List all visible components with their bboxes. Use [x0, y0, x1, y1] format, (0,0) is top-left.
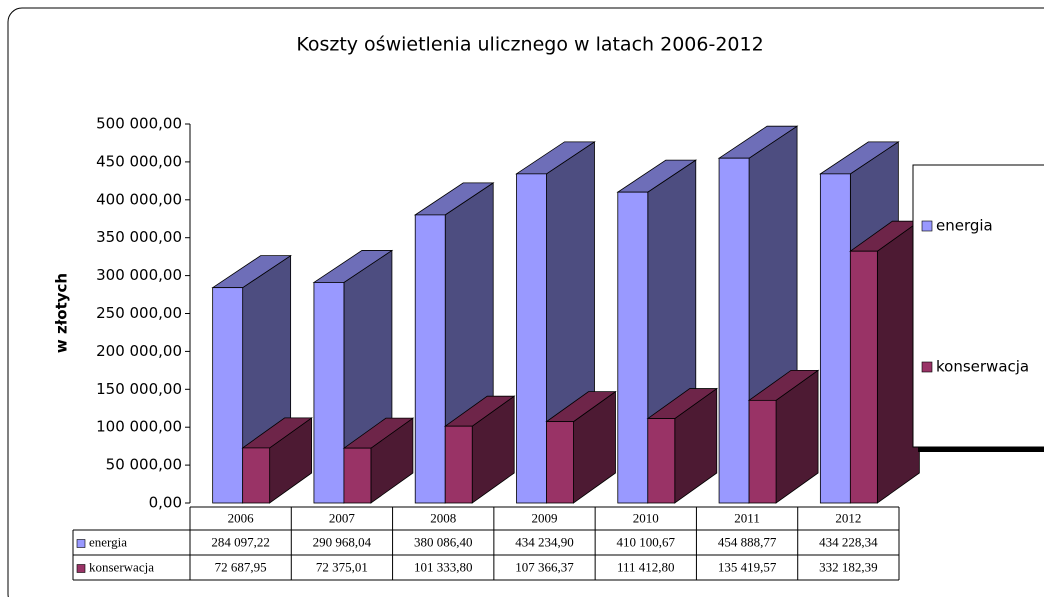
- legend: [912, 164, 1044, 448]
- table-cell: 101 333,80: [414, 559, 473, 574]
- bar-front: [718, 157, 750, 504]
- bar-front: [242, 447, 271, 504]
- table-cell: 290 968,04: [313, 534, 372, 549]
- chart-title: Koszty oświetlenia ulicznego w latach 20…: [296, 34, 763, 56]
- legend-key: [921, 361, 933, 373]
- bar-front: [617, 191, 649, 504]
- table-cell: 111 412,80: [617, 559, 675, 574]
- table-cell: 72 687,95: [215, 559, 267, 574]
- legend-label: konserwacja: [936, 358, 1029, 376]
- legend-key: [921, 220, 933, 232]
- y-tick-label: 0,00: [149, 494, 182, 512]
- bar: [443, 395, 516, 504]
- y-tick-label: 50 000,00: [106, 456, 182, 474]
- x-tick-label: 2012: [835, 510, 861, 525]
- table-cell: 135 419,57: [718, 559, 777, 574]
- bar-front: [748, 399, 777, 504]
- bar-front: [546, 421, 574, 504]
- table-cell: 434 234,90: [515, 534, 574, 549]
- bar-front: [516, 173, 547, 504]
- table-cell: 380 086,40: [414, 534, 473, 549]
- bar-front: [343, 447, 372, 504]
- bar-front: [444, 425, 473, 504]
- table-cell: 107 366,37: [515, 559, 574, 574]
- bar: [646, 387, 719, 504]
- bar-front: [313, 282, 345, 504]
- bar-front: [212, 287, 244, 504]
- bar-front: [414, 214, 446, 504]
- bar: [241, 417, 313, 504]
- table-legend-key: [76, 539, 86, 548]
- y-tick-label: 300 000,00: [96, 266, 182, 284]
- legend-label: energia: [936, 217, 993, 235]
- y-tick-label: 250 000,00: [96, 304, 182, 322]
- table-cell: 434 228,34: [819, 534, 878, 549]
- y-tick-label: 100 000,00: [96, 418, 182, 436]
- y-tick-label: 150 000,00: [96, 380, 182, 398]
- table-row-header: konserwacja: [89, 559, 154, 574]
- x-tick-label: 2007: [329, 510, 356, 525]
- x-tick-label: 2011: [734, 510, 760, 525]
- table-cell: 410 100,67: [617, 534, 676, 549]
- bar: [545, 390, 617, 504]
- y-tick-label: 450 000,00: [96, 152, 182, 170]
- y-tick-label: 400 000,00: [96, 190, 182, 208]
- bar: [849, 220, 921, 504]
- y-tick-label: 200 000,00: [96, 342, 182, 360]
- y-axis-label: w złotych: [53, 273, 71, 353]
- table-cell: 332 182,39: [819, 559, 878, 574]
- bar: [747, 369, 820, 504]
- table-cell: 284 097,22: [211, 534, 270, 549]
- x-tick-label: 2010: [633, 510, 659, 525]
- table-cell: 72 375,01: [316, 559, 368, 574]
- table-legend-key: [76, 564, 86, 573]
- bar-front: [647, 418, 676, 504]
- bar: [342, 417, 415, 504]
- table-row-header: energia: [89, 534, 127, 549]
- bar-front: [849, 250, 878, 504]
- x-tick-label: 2008: [430, 510, 456, 525]
- table-cell: 454 888,77: [718, 534, 777, 549]
- bar-front: [819, 173, 851, 504]
- x-tick-label: 2009: [532, 510, 558, 525]
- y-tick-label: 350 000,00: [96, 228, 182, 246]
- x-tick-label: 2006: [228, 510, 255, 525]
- y-tick-label: 500 000,00: [96, 115, 182, 133]
